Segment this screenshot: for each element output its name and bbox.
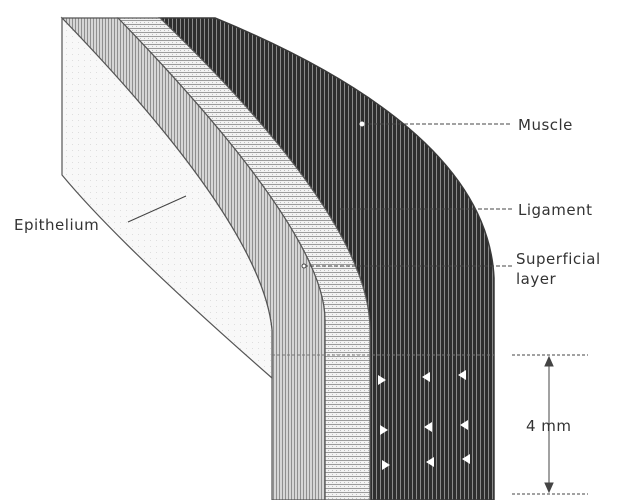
ligament-label: Ligament [518, 201, 593, 219]
epithelium-label: Epithelium [14, 216, 100, 234]
thickness-label: 4 mm [526, 417, 572, 435]
leader-lines [127, 121, 512, 269]
muscle-arrow-markers [378, 370, 470, 470]
superficial-layer-label-line1: Superficial [516, 250, 601, 268]
epithelium-layer [61, 16, 273, 380]
superficial-layer-label-line2: layer [516, 270, 557, 288]
leader-epithelium [127, 195, 187, 223]
thickness-dimension [512, 354, 588, 495]
muscle-label: Muscle [518, 116, 573, 134]
